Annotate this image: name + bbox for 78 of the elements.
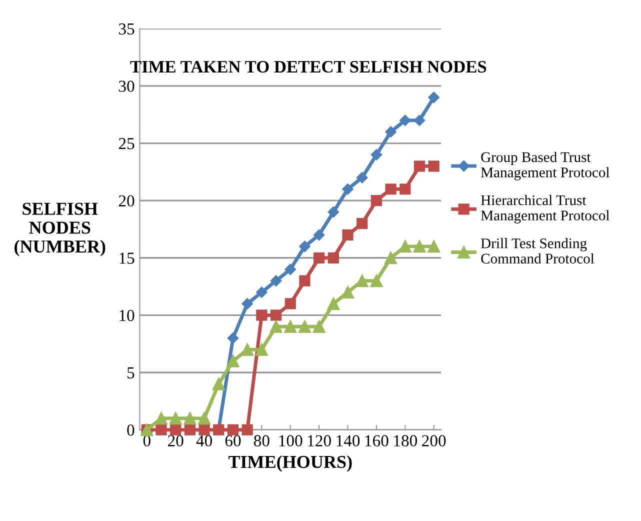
point <box>428 160 440 172</box>
point <box>256 310 268 321</box>
legend-label: Group Based Trust Management Protocol <box>480 152 610 180</box>
point <box>327 297 340 310</box>
point <box>299 240 310 252</box>
point <box>226 354 240 368</box>
x-tick-label: 120 <box>308 435 331 446</box>
point <box>313 229 325 241</box>
point <box>342 229 354 241</box>
point <box>342 286 354 299</box>
point <box>198 424 210 436</box>
point <box>299 275 310 286</box>
point <box>256 286 268 298</box>
point <box>342 184 354 195</box>
point <box>284 264 296 275</box>
point <box>227 424 239 436</box>
point <box>370 149 382 160</box>
point <box>428 240 440 253</box>
point <box>227 332 239 344</box>
y-tick-label: 10 <box>120 310 134 322</box>
point <box>169 412 182 425</box>
point <box>270 310 282 321</box>
point <box>328 206 340 218</box>
point <box>398 240 412 253</box>
point <box>212 378 225 390</box>
point <box>156 424 167 436</box>
point <box>312 320 326 333</box>
point <box>328 252 339 264</box>
point <box>413 240 426 253</box>
point <box>184 412 196 425</box>
point <box>255 343 268 356</box>
x-tick-label: 180 <box>394 435 418 446</box>
x-tick-label: 100 <box>279 435 302 446</box>
point <box>242 424 253 436</box>
point <box>270 275 282 286</box>
point <box>314 252 325 264</box>
x-axis-title: TIME(HOURS) <box>228 455 352 472</box>
x-tick-label: 200 <box>422 435 446 446</box>
point <box>385 126 396 138</box>
y-tick-label: 25 <box>118 138 134 150</box>
point <box>170 424 182 436</box>
point <box>400 184 411 195</box>
point <box>356 218 368 230</box>
point <box>298 320 311 333</box>
point <box>356 274 368 288</box>
x-tick-label: 80 <box>254 435 270 446</box>
point <box>184 424 196 436</box>
text: TIME TAKEN TO DETECT SELFISH NODES <box>130 60 486 73</box>
y-tick-label: 35 <box>119 23 134 35</box>
point <box>241 343 254 356</box>
x-tick-label: 60 <box>225 435 241 446</box>
point <box>356 172 368 184</box>
x-tick-label: 160 <box>365 435 388 446</box>
y-tick-label: 5 <box>128 367 134 378</box>
point <box>370 274 383 288</box>
y-tick-label: 0 <box>127 424 134 436</box>
x-tick-label: 140 <box>336 435 360 446</box>
y-axis-title: SELFISH NODES (NUMBER) <box>14 202 106 256</box>
point <box>284 320 297 333</box>
y-tick-label: 15 <box>120 252 134 264</box>
point <box>242 298 253 310</box>
x-tick-label: 40 <box>196 435 212 446</box>
legend-label: Hierarchical Trust Management Protocol <box>480 194 610 224</box>
point <box>400 114 411 126</box>
point <box>198 412 211 425</box>
point <box>385 184 396 195</box>
point <box>155 412 168 425</box>
point <box>384 252 398 264</box>
y-tick-label: 30 <box>119 80 134 92</box>
point <box>284 298 296 310</box>
point <box>370 195 382 206</box>
x-tick-label: 20 <box>168 435 184 446</box>
point <box>414 160 426 172</box>
y-tick-label: 20 <box>118 195 134 207</box>
point <box>414 114 426 126</box>
point <box>270 320 282 333</box>
point <box>428 92 440 104</box>
legend-label: Drill Test Sending Command Protocol <box>480 238 594 264</box>
